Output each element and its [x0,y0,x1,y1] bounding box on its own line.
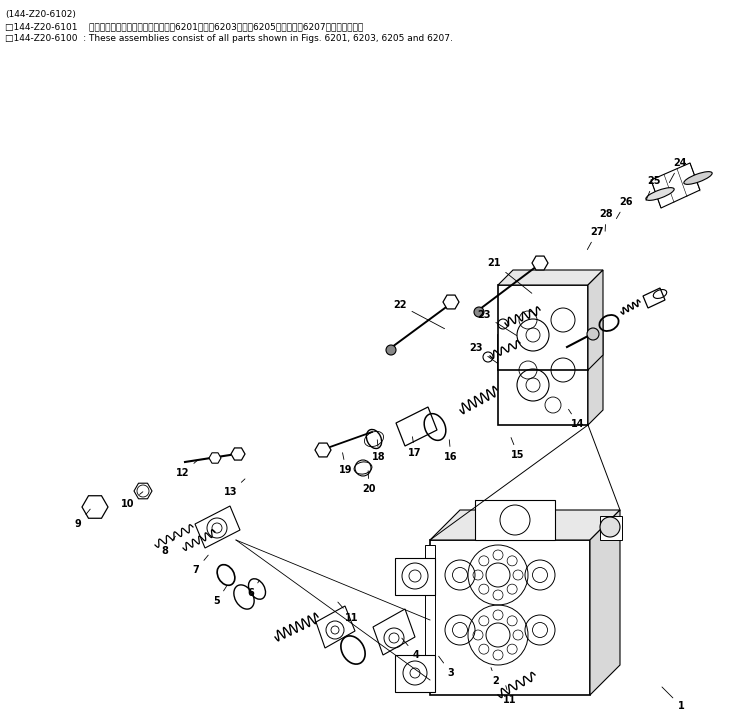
Polygon shape [231,448,245,460]
Text: 23: 23 [477,310,517,335]
Text: 13: 13 [224,479,245,497]
Polygon shape [498,335,588,425]
Text: 11: 11 [338,602,358,623]
Polygon shape [651,163,700,208]
Circle shape [386,345,396,355]
Polygon shape [425,545,435,690]
Text: 11: 11 [504,685,517,705]
Polygon shape [82,496,108,518]
Text: 27: 27 [587,227,604,250]
Text: (144-Z20-6102): (144-Z20-6102) [5,10,76,19]
Circle shape [587,328,599,340]
Text: 15: 15 [511,438,525,460]
Text: 12: 12 [176,460,198,478]
Text: 21: 21 [487,258,532,293]
Polygon shape [316,606,355,648]
Text: 16: 16 [444,440,457,462]
Polygon shape [600,516,622,540]
Polygon shape [430,540,590,695]
Text: 3: 3 [438,656,454,678]
Polygon shape [315,443,331,457]
Polygon shape [443,295,459,309]
Text: □144-Z20-6100  : These assemblies consist of all parts shown in Figs. 6201, 6203: □144-Z20-6100 : These assemblies consist… [5,34,453,43]
Text: 19: 19 [339,453,353,475]
Text: 7: 7 [193,555,208,575]
Text: 20: 20 [362,470,376,494]
Text: 24: 24 [669,158,687,182]
Text: 4: 4 [402,638,419,660]
Polygon shape [396,407,437,446]
Polygon shape [195,506,240,548]
Text: 8: 8 [161,537,175,556]
Ellipse shape [684,171,712,184]
Text: 1: 1 [662,687,685,711]
Polygon shape [475,500,555,540]
Ellipse shape [646,187,674,200]
Polygon shape [588,320,603,425]
Polygon shape [498,320,603,335]
Polygon shape [395,655,435,692]
Polygon shape [498,270,603,285]
Polygon shape [209,453,221,463]
Text: 26: 26 [616,197,633,219]
Polygon shape [430,510,620,540]
Text: 28: 28 [599,209,613,231]
Text: 6: 6 [248,580,259,598]
Text: □144-Z20-6101    これらのアセンブリの構成部品は第6201図，第6203図，第6205図および第6207図を含みます．: □144-Z20-6101 これらのアセンブリの構成部品は第6201図，第620… [5,22,364,31]
Text: 14: 14 [569,409,585,429]
Text: 2: 2 [491,668,499,686]
Text: 25: 25 [646,176,660,200]
Text: 23: 23 [469,343,498,364]
Polygon shape [498,285,588,370]
Text: 10: 10 [121,492,143,509]
Polygon shape [373,609,415,655]
Text: 17: 17 [408,437,421,458]
Text: 5: 5 [213,587,226,606]
Circle shape [600,517,620,537]
Text: 18: 18 [372,440,386,462]
Text: 9: 9 [75,509,90,529]
Polygon shape [590,510,620,695]
Polygon shape [134,484,152,499]
Polygon shape [395,558,435,595]
Polygon shape [532,256,548,270]
Polygon shape [588,270,603,370]
Text: 22: 22 [393,300,444,329]
Polygon shape [643,288,665,308]
Circle shape [474,307,484,317]
